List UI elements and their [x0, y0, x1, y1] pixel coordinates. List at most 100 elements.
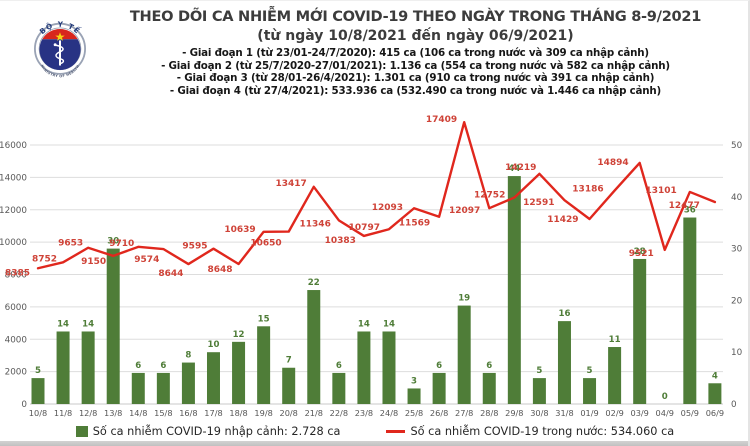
- bar-value-label: 6: [336, 361, 342, 371]
- x-axis-date-label: 24/8: [380, 408, 398, 418]
- bar-value-label: 14: [383, 319, 395, 329]
- x-axis-date-label: 05/9: [681, 408, 699, 418]
- x-axis-date-label: 19/8: [254, 408, 272, 418]
- x-axis-date-label: 30/8: [530, 408, 548, 418]
- bar-value-label: 16: [558, 309, 570, 319]
- right-axis-tick: 30: [731, 245, 743, 255]
- bar-value-label: 8: [185, 351, 191, 361]
- x-axis-date-label: 18/8: [229, 408, 247, 418]
- covid-daily-combo-chart: 0200040006000800010000120001400016000010…: [0, 115, 743, 418]
- bar-value-label: 30: [107, 237, 119, 247]
- imported-cases-bar: [257, 326, 271, 404]
- x-axis-date-label: 28/8: [480, 408, 498, 418]
- imported-cases-bar: [407, 388, 421, 404]
- imported-cases-bar: [131, 372, 145, 404]
- x-axis-date-label: 11/8: [54, 408, 72, 418]
- line-value-label: 11429: [547, 215, 578, 225]
- bar-value-label: 44: [508, 164, 520, 174]
- line-value-label: 9150: [81, 257, 106, 267]
- imported-cases-bar: [683, 217, 697, 404]
- bar-value-label: 12: [233, 330, 245, 340]
- right-axis-tick: 0: [731, 400, 737, 410]
- line-value-label: 13417: [275, 179, 306, 189]
- bar-value-label: 14: [358, 319, 370, 329]
- bar-value-label: 22: [308, 278, 320, 288]
- left-axis-tick: 12000: [0, 206, 27, 216]
- imported-cases-bar: [232, 341, 246, 404]
- right-axis-tick: 40: [731, 193, 743, 203]
- x-axis-date-label: 16/8: [179, 408, 197, 418]
- x-axis-date-label: 12/8: [79, 408, 97, 418]
- x-axis-date-label: 23/8: [355, 408, 373, 418]
- line-value-label: 8648: [207, 265, 232, 275]
- phase-summary: - Giai đoạn 1 (từ 23/01-24/7/2020): 415 …: [95, 47, 736, 97]
- line-value-label: 9710: [109, 239, 134, 249]
- bar-value-label: 0: [662, 392, 668, 402]
- imported-cases-bar: [31, 378, 45, 404]
- right-axis-tick: 50: [731, 141, 743, 151]
- left-axis-tick: 10000: [0, 238, 27, 248]
- bar-value-label: 4: [712, 371, 718, 381]
- x-axis-date-label: 26/8: [430, 408, 448, 418]
- bar-value-label: 5: [587, 366, 593, 376]
- x-axis-date-label: 10/8: [29, 408, 47, 418]
- line-value-label: 17409: [426, 115, 457, 125]
- bar-value-label: 19: [458, 294, 470, 304]
- right-axis-tick: 10: [731, 348, 743, 358]
- x-axis-date-label: 06/9: [706, 408, 724, 418]
- line-value-label: 8385: [5, 268, 30, 278]
- x-axis-date-label: 31/8: [555, 408, 573, 418]
- left-axis-tick: 4000: [5, 335, 28, 345]
- line-value-label: 13101: [646, 186, 677, 196]
- x-axis-date-label: 04/9: [656, 408, 674, 418]
- imported-cases-bar: [708, 383, 722, 404]
- bar-value-label: 14: [82, 319, 94, 329]
- logo-star: [55, 32, 65, 41]
- imported-cases-bar: [181, 362, 195, 404]
- line-value-label: 12591: [523, 198, 554, 208]
- x-axis-date-label: 15/8: [154, 408, 172, 418]
- imported-cases-bar: [432, 372, 446, 404]
- bar-value-label: 15: [258, 314, 270, 324]
- line-value-label: 11346: [300, 219, 331, 229]
- line-value-label: 9521: [629, 249, 654, 259]
- x-axis-date-label: 20/8: [280, 408, 298, 418]
- domestic-cases-line: [36, 120, 717, 270]
- imported-cases-swatch: [75, 426, 88, 437]
- legend-item-imported: Số ca nhiễm COVID-19 nhập cảnh: 2.728 ca: [75, 425, 340, 438]
- left-axis-tick: 14000: [0, 173, 27, 183]
- line-value-label: 14219: [505, 163, 536, 173]
- left-axis-tick: 0: [21, 400, 27, 410]
- imported-cases-bar: [106, 248, 120, 404]
- imported-cases-bar: [81, 331, 95, 404]
- imported-cases-bar: [206, 352, 220, 404]
- bar-value-label: 5: [35, 366, 41, 376]
- bar-value-label: 28: [634, 247, 646, 257]
- line-value-label: 10797: [349, 223, 380, 233]
- line-value-label: 8644: [158, 269, 183, 279]
- imported-cases-bar: [307, 290, 321, 404]
- page-title: THEO DÕI CA NHIỄM MỚI COVID-19 THEO NGÀY…: [129, 8, 702, 25]
- x-axis-date-label: 13/8: [104, 408, 122, 418]
- line-value-label: 12477: [669, 201, 700, 211]
- line-value-label: 13186: [572, 185, 603, 195]
- x-axis-date-label: 22/8: [330, 408, 348, 418]
- bar-value-label: 6: [486, 361, 492, 371]
- x-axis-date-label: 25/8: [405, 408, 423, 418]
- imported-cases-bar: [332, 372, 346, 404]
- phase-1-line: - Giai đoạn 1 (từ 23/01-24/7/2020): 415 …: [182, 47, 649, 59]
- line-value-label: 14894: [597, 158, 628, 168]
- bar-value-label: 14: [57, 319, 69, 329]
- bar-value-label: 10: [208, 340, 220, 350]
- imported-cases-bar: [608, 347, 622, 404]
- line-value-label: 10650: [250, 239, 281, 249]
- imported-cases-bar: [557, 321, 571, 404]
- imported-cases-bar: [633, 258, 647, 404]
- imported-cases-bar: [532, 378, 546, 404]
- phase-2-line: - Giai đoạn 2 (từ 25/7/2020-27/01/2021):…: [161, 59, 670, 72]
- left-axis-tick: 6000: [5, 303, 28, 313]
- window-bottom-edge: [0, 441, 748, 446]
- left-axis-tick: 16000: [0, 141, 27, 151]
- imported-cases-bar: [482, 372, 496, 404]
